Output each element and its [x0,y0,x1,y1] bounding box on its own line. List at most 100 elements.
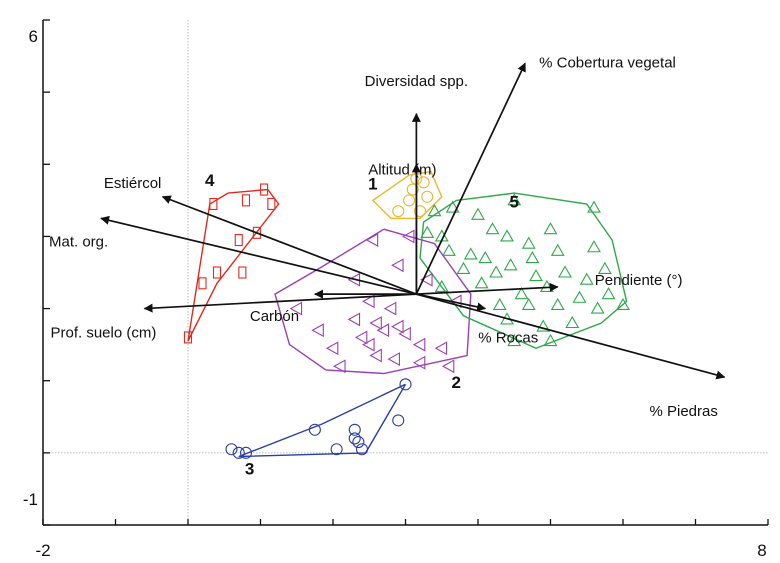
point-group-4 [234,233,243,247]
hull-group-2 [274,228,472,375]
vector-label-rocas: % Rocas [478,330,538,347]
point-group-5 [597,261,612,274]
point-group-5 [543,333,558,347]
point-group-1 [417,176,430,189]
point-group-5 [485,222,500,235]
reference-lines [43,20,768,525]
point-group-5 [550,243,565,256]
point-group-3 [355,443,369,456]
point-group-5 [572,290,587,303]
vector-label-altitud-m: Altitud (m) [368,161,436,178]
point-group-2 [362,294,375,309]
point-group-5 [434,279,449,292]
point-group-5 [507,193,522,206]
vector-label-piedras: % Piedras [650,403,718,420]
point-group-2 [398,326,411,341]
point-group-3 [352,435,365,449]
point-group-2 [354,330,368,345]
point-group-2 [376,323,390,338]
vector-label-diversidad-spp: Diversidad spp. [365,73,468,90]
group-label-3: 3 [245,460,254,479]
point-group-3 [225,443,238,456]
point-group-3 [232,446,245,459]
vector-pendiente [416,282,559,295]
point-group-2 [401,229,415,244]
point-group-1 [406,183,419,196]
point-group-2 [362,337,375,352]
point-group-5 [514,287,529,300]
point-group-5 [616,297,630,311]
point-group-3 [330,443,343,456]
point-group-5 [529,268,543,282]
point-group-5 [456,261,471,274]
point-group-3 [399,378,412,391]
point-group-3 [392,414,405,427]
point-group-2 [412,337,426,352]
group-labels: 1 2 3 4 5 [205,171,519,479]
point-group-5 [536,319,551,332]
group-label-4: 4 [205,171,215,190]
vector-cobertura-vegetal [415,62,526,295]
vector-label-estiercol: Estiércol [104,175,162,192]
point-group-5 [558,265,572,278]
vectors [100,62,726,380]
group-label-1: 1 [368,175,377,194]
point-group-4 [238,266,247,279]
point-group-5 [590,301,605,314]
point-group-3 [308,423,321,436]
point-group-4 [209,197,218,211]
point-group-4 [212,266,222,279]
point-group-2 [420,272,433,287]
group-label-2: 2 [452,373,461,392]
point-group-1 [392,205,405,218]
point-group-2 [441,359,455,374]
point-group-5 [492,297,507,311]
point-group-5 [579,272,594,285]
point-group-5 [587,200,601,213]
point-group-5 [420,225,435,238]
hull-group-3 [238,383,407,458]
vector-label-carbon: Carbón [250,308,299,325]
point-group-5 [442,243,456,256]
point-group-5 [539,279,554,292]
x-tick-label-right: 8 [757,541,766,560]
point-group-4 [198,277,207,290]
hull-group-1 [371,170,443,220]
point-group-5 [500,229,514,242]
tick-labels: 6 -1 -2 8 [23,27,767,560]
group-label-5: 5 [510,193,519,212]
point-group-5 [427,204,442,217]
point-group-4 [252,226,261,239]
point-group-4 [267,197,276,211]
vector-mat-org [100,215,417,295]
point-group-5 [521,236,536,249]
x-tick-label-left: -2 [35,541,50,560]
point-group-3 [239,446,253,459]
point-group-5 [463,247,478,260]
point-group-3 [348,423,361,436]
vector-estiercol [161,195,417,295]
point-group-4 [241,194,251,207]
vector-prof-suelo-cm [143,293,417,313]
point-group-5 [550,297,565,311]
point-group-5 [471,207,485,220]
point-group-2 [383,301,397,316]
point-group-4 [183,331,193,344]
point-group-5 [445,200,460,213]
point-group-5 [507,333,522,347]
y-tick-label-top: 6 [29,27,38,46]
point-group-5 [565,315,580,329]
point-group-5 [601,287,616,300]
point-group-2 [434,341,448,356]
point-group-5 [478,250,493,264]
point-group-5 [543,222,558,235]
point-group-1 [421,190,434,203]
vector-label-prof-suelo-cm: Prof. suelo (cm) [51,325,157,342]
point-group-1 [413,205,427,218]
point-group-5 [525,250,540,264]
point-group-2 [387,352,400,367]
vector-label-pendiente: Pendiente (°) [595,272,683,289]
y-tick-label-bottom: -1 [23,490,38,509]
point-group-2 [391,319,404,334]
vector-label-cobertura-vegetal: % Cobertura vegetal [539,54,676,71]
